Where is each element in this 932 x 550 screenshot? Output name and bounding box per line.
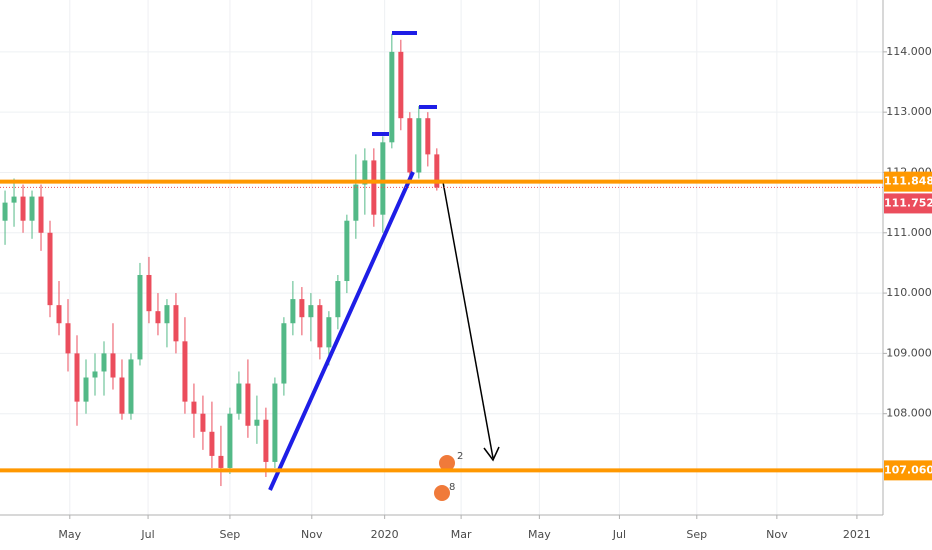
y-tick-label: 109.000	[886, 346, 932, 359]
y-tick-label: 111.000	[886, 226, 932, 239]
candle-body	[290, 299, 296, 324]
event-badge[interactable]: 8	[434, 482, 455, 501]
level-label: 107.060	[884, 463, 932, 476]
x-tick-label: Jul	[140, 528, 154, 541]
candle-body	[335, 281, 341, 318]
x-tick-label: 2021	[843, 528, 871, 541]
x-tick-label: Nov	[301, 528, 323, 541]
candle-body	[425, 118, 431, 155]
candle-body	[398, 51, 404, 119]
last-price-box	[884, 193, 932, 214]
last-price-label: 111.752	[884, 196, 932, 209]
candle-body	[299, 299, 305, 318]
x-tick-label: Sep	[220, 528, 241, 541]
candle-body	[74, 353, 80, 402]
level-label-box	[884, 171, 932, 192]
candle-body	[20, 196, 26, 221]
candle-body	[353, 184, 359, 221]
candle-body	[344, 220, 350, 282]
candle-body	[155, 311, 161, 324]
x-tick-label: Nov	[766, 528, 788, 541]
badge-count: 8	[449, 482, 455, 493]
plot	[2, 33, 440, 487]
candle-body	[119, 377, 125, 414]
candle-body	[128, 359, 134, 414]
candle-body	[281, 323, 287, 384]
x-tick-label: 2020	[371, 528, 399, 541]
candle-body	[182, 341, 188, 402]
badge-count: 2	[457, 451, 463, 462]
candle-body	[191, 401, 197, 414]
candle-body	[245, 383, 251, 426]
x-tick-label: May	[58, 528, 81, 541]
candle-body	[101, 353, 107, 372]
candle-body	[137, 274, 143, 360]
candle-body	[92, 371, 98, 378]
candle-body	[11, 196, 17, 203]
candle-body	[308, 305, 314, 318]
candle-body	[371, 160, 377, 215]
candle-body	[164, 305, 170, 324]
candle-body	[434, 154, 440, 188]
candle-body	[254, 419, 260, 426]
candle-body	[146, 274, 152, 312]
candle-body	[380, 142, 386, 215]
candle-body	[227, 413, 233, 468]
y-tick-label: 113.000	[886, 105, 932, 118]
y-tick-label: 110.000	[886, 286, 932, 299]
badge-icon[interactable]	[439, 455, 455, 471]
candle-body	[326, 317, 332, 348]
x-tick-label: Sep	[686, 528, 707, 541]
x-tick-label: Jul	[612, 528, 626, 541]
candle-body	[272, 383, 278, 462]
y-tick-label: 114.000	[886, 45, 932, 58]
candle-body	[83, 377, 89, 402]
candle-body	[263, 419, 269, 462]
candle-body	[200, 413, 206, 432]
candle-body	[362, 160, 368, 185]
x-tick-label: May	[528, 528, 551, 541]
candle-body	[416, 118, 422, 173]
y-tick-label: 108.000	[886, 407, 932, 420]
badge-icon[interactable]	[434, 485, 450, 501]
candle-body	[56, 305, 62, 324]
candle-body	[29, 196, 35, 221]
candle-body	[110, 353, 116, 378]
level-label-box	[884, 460, 932, 481]
candle-body	[218, 455, 224, 468]
arrow-head	[483, 446, 500, 462]
candle-body	[173, 305, 179, 342]
candle-body	[317, 305, 323, 348]
candle-body	[38, 196, 44, 233]
event-badge[interactable]: 2	[439, 451, 463, 471]
candle-body	[2, 202, 8, 221]
arrow-shaft	[442, 181, 494, 459]
candle-body	[236, 383, 242, 414]
candle-body	[65, 323, 71, 354]
x-tick-label: Mar	[451, 528, 472, 541]
level-label: 111.848	[884, 175, 932, 188]
candle-body	[47, 232, 53, 306]
trend-line	[268, 171, 415, 491]
candle-body	[209, 431, 215, 456]
candle-body	[389, 51, 395, 143]
candle-body	[407, 118, 413, 173]
